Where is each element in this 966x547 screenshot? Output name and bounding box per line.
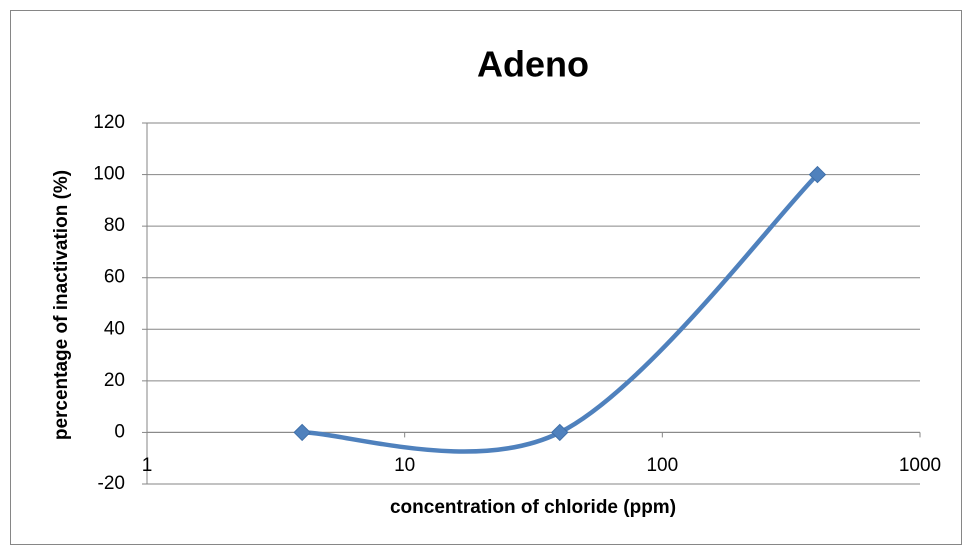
y-tick-label: 80 [104,215,125,236]
x-tick-label: 1 [142,455,153,476]
data-point [293,423,311,442]
x-axis-label: concentration of chloride (ppm) [390,497,676,518]
y-tick-label: 60 [104,267,125,288]
y-tick-label: 100 [93,164,125,185]
y-tick-label: 0 [114,421,125,442]
x-tick-label: 100 [646,455,678,476]
y-axis-label: percentage of inactivation (%) [51,170,72,440]
x-tick-label: 10 [394,455,415,476]
y-tick-label: 120 [93,112,125,133]
chart-title: Adeno [477,44,589,85]
x-tick-label: 1000 [899,455,941,476]
data-point [808,165,827,184]
y-tick-label: 40 [104,318,125,339]
series-line [299,172,820,454]
data-point [551,423,569,442]
y-tick-label: 20 [104,370,125,391]
y-tick-label: -20 [98,473,125,494]
